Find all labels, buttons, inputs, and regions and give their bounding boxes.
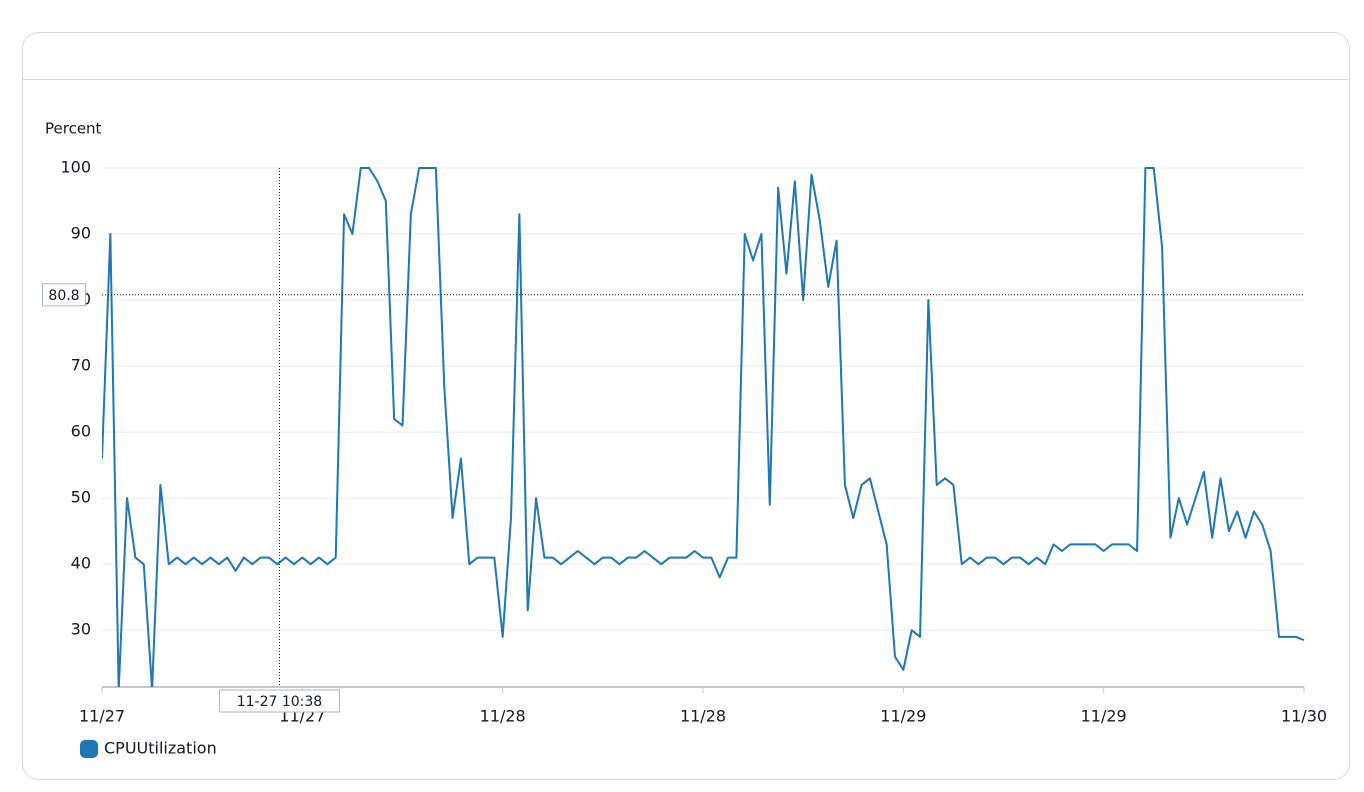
card: [22, 32, 1350, 780]
grid: 3040506070809010011/2711/2711/2811/2811/…: [60, 158, 1327, 726]
legend-swatch: [80, 740, 98, 758]
y-axis-label: Percent: [45, 120, 102, 138]
y-tick-label: 30: [71, 620, 91, 639]
y-tick-label: 70: [71, 356, 91, 375]
crosshair-y-box: [42, 283, 86, 307]
x-tick-label: 11/27: [79, 707, 125, 726]
series-line: [102, 167, 1305, 687]
x-tick-label: 11/28: [480, 707, 526, 726]
crosshair-x-box: [218, 689, 340, 713]
x-tick-label: 11/28: [680, 707, 726, 726]
x-tick-label: 11/29: [1081, 707, 1127, 726]
y-tick-label: 90: [71, 224, 91, 243]
legend-label: CPUUtilization: [104, 739, 217, 758]
plot: [102, 167, 1305, 687]
overlay: 80.8 11-27 10:38 CPUUtilization: [42, 168, 1304, 758]
y-tick-label: 100: [60, 158, 91, 177]
y-tick-label: 40: [71, 554, 91, 573]
x-tick-label: 11/30: [1281, 707, 1327, 726]
crosshair-x-label: 11-27 10:38: [237, 694, 322, 710]
x-tick-label: 11/29: [880, 707, 926, 726]
y-tick-label: 60: [71, 422, 91, 441]
crosshair-y-label: 80.8: [48, 288, 79, 304]
y-tick-label: 50: [71, 488, 91, 507]
